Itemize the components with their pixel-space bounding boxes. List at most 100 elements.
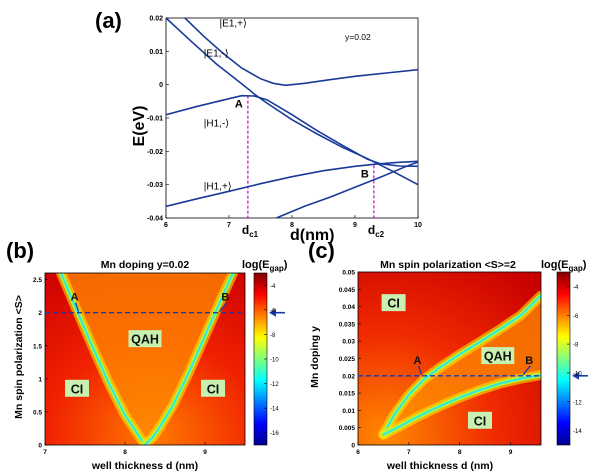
colorbar-tick-label: -10 — [573, 371, 582, 377]
ytick-label: 1.5 — [33, 343, 42, 350]
panel-c-xticks: 6 7 8 9 — [356, 442, 513, 456]
gap-closing-boundary-1 — [382, 374, 541, 436]
xtick-label: 8 — [290, 222, 294, 229]
point-pointer — [74, 302, 80, 312]
xtick-label: 7 — [407, 449, 411, 456]
colorbar-tick-label: -16 — [270, 431, 279, 437]
panel-b-colorbar-label: log(Egap) — [242, 259, 288, 273]
crossing-point-label: A — [235, 99, 243, 111]
colorbar-tick-label: -14 — [573, 429, 582, 435]
phase-label-box — [468, 411, 492, 429]
panel-label-a: (a) — [95, 8, 122, 33]
panel-c-overlay: CI QAH CI A B — [358, 294, 588, 429]
ytick-label: 0.01 — [149, 49, 163, 56]
band-label: |E1,-⟩ — [204, 48, 229, 59]
ytick-label: 0.5 — [33, 409, 42, 416]
xtick-label: 10 — [414, 222, 422, 229]
panel-a-axes-frame — [165, 17, 419, 219]
colorbar-tick-label: -10 — [270, 358, 279, 364]
ytick-label: 0.045 — [339, 287, 356, 294]
panel-a: 0.02 0.01 0 -0.01 -0.02 -0.03 -0.04 6 7 8 9 10 |E1… — [131, 16, 422, 245]
ytick-label: 0.04 — [342, 304, 355, 311]
panel-b-colorbar-ticks: -4 -6 -8 -10 -12 -14 -16 — [264, 284, 279, 437]
xtick-label: 8 — [123, 449, 127, 456]
xtick-label: 9 — [203, 449, 207, 456]
phase-label-box — [481, 347, 515, 365]
colorbar-tick-label: -14 — [270, 407, 279, 413]
phase-label: CI — [71, 382, 84, 396]
point-pointer — [417, 365, 423, 376]
xtick-label: 7 — [43, 449, 47, 456]
xtick-label: 7 — [227, 222, 231, 229]
ytick-label: 0 — [159, 82, 163, 89]
xtick-label: 9 — [509, 449, 513, 456]
band-curve-3 — [166, 160, 418, 208]
panel-b-axes-frame — [44, 272, 246, 446]
panel-b-xlabel: well thickness d (nm) — [91, 460, 198, 472]
point-label: A — [71, 292, 79, 304]
phase-label-box — [381, 294, 406, 312]
xtick-label: 9 — [353, 222, 357, 229]
panel-c-colorbar-label: log(Egap) — [541, 259, 587, 273]
ytick-label: -0.01 — [147, 116, 163, 123]
panel-c-xlabel: well thickness d (nm) — [386, 460, 493, 472]
point-label: A — [414, 355, 422, 367]
panel-a-annotation: y=0.02 — [345, 32, 371, 42]
panel-c-title: Mn spin polarization <S>=2 — [380, 259, 516, 271]
panel-a-xticks: 6 7 8 9 10 — [164, 215, 422, 229]
ytick-label: 0.05 — [342, 270, 355, 277]
ytick-label: 0.01 — [342, 408, 355, 415]
xtick-label: 8 — [458, 449, 462, 456]
gap-closing-boundary-0 — [382, 294, 541, 436]
reference-arrow-head — [269, 308, 276, 317]
band-label: |E1,+⟩ — [220, 18, 247, 29]
phase-label: QAH — [484, 350, 512, 364]
ytick-label: 0.02 — [342, 373, 355, 380]
panel-a-yticks: 0.02 0.01 0 -0.01 -0.02 -0.03 -0.04 — [147, 16, 169, 223]
colorbar-tick-label: -8 — [270, 333, 276, 339]
band-curve-4 — [275, 161, 418, 218]
ytick-label: 0.035 — [339, 321, 356, 328]
phase-label: CI — [207, 382, 220, 396]
ytick-label: 0.03 — [342, 339, 355, 346]
colorbar-tick-label: -6 — [270, 308, 276, 314]
panel-a-ylabel: E(eV) — [131, 106, 148, 147]
panel-c-colorbar — [556, 271, 571, 446]
ytick-label: 0.005 — [339, 425, 356, 432]
xtick-label: 6 — [164, 222, 168, 229]
phase-label: CI — [387, 297, 400, 311]
point-label: B — [221, 292, 229, 304]
colorbar-tick-label: -12 — [270, 382, 279, 388]
ytick-label: 0.015 — [339, 391, 356, 398]
colorbar-tick-label: -4 — [270, 284, 276, 290]
panel-label-b: (b) — [6, 238, 34, 263]
critical-thickness-label: dc1 — [242, 223, 259, 239]
qah-region-fill — [61, 273, 233, 445]
gap-closing-boundary-0 — [60, 273, 146, 445]
phase-label: QAH — [131, 333, 159, 347]
ytick-label: 2.5 — [33, 277, 42, 284]
panel-b-ylabel: Mn spin polarization <S> — [13, 295, 25, 419]
panel-a-plot-area — [166, 18, 418, 218]
ytick-label: 0.025 — [339, 356, 356, 363]
colorbar-tick-label: -12 — [573, 400, 582, 406]
panel-b-heatmap — [45, 273, 245, 445]
ytick-label: 0 — [38, 443, 42, 450]
colorbar-tick-label: -4 — [573, 285, 579, 291]
panel-b-xticks: 7 8 9 — [43, 442, 207, 456]
xtick-label: 6 — [356, 449, 360, 456]
ytick-label: 1 — [38, 376, 42, 383]
colorbar-tick-label: -8 — [573, 343, 579, 349]
ytick-label: -0.04 — [147, 216, 163, 223]
panel-c: Mn spin polarization <S>=2 0 0.005 0.01 0.0… — [309, 259, 588, 472]
ytick-label: 2 — [38, 310, 42, 317]
ytick-label: -0.03 — [147, 182, 163, 189]
panel-c-yticks: 0 0.005 0.01 0.015 0.02 0.025 0.03 0.035 0.04 0.0… — [339, 270, 361, 450]
phase-label: CI — [474, 414, 487, 428]
critical-thickness-label: dc2 — [368, 223, 385, 239]
point-pointer — [522, 365, 531, 376]
panel-a-xlabel: d(nm) — [290, 227, 334, 244]
band-curve-0 — [184, 18, 418, 87]
